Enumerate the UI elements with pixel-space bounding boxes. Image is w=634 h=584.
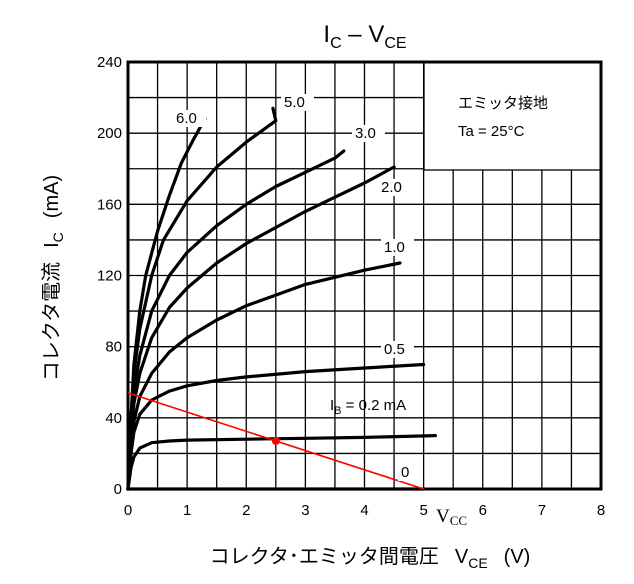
series-label-bg [378, 179, 411, 196]
operating-point [271, 436, 280, 445]
legend-box [423, 61, 602, 171]
x-tick-label: 8 [597, 502, 605, 519]
legend-line2: Ta = 25°C [458, 123, 525, 140]
series-label-0.5: 0.5 [384, 341, 405, 358]
y-tick-label: 200 [97, 125, 122, 142]
x-tick-label: 6 [479, 502, 487, 519]
x-tick-label: 4 [360, 502, 368, 519]
x-axis-label: コレクタ･エミッタ間電圧 VCE (V) [210, 545, 531, 571]
series-label-bg [381, 341, 414, 358]
legend-line1: エミッタ接地 [458, 95, 548, 112]
x-tick-label: 7 [538, 502, 546, 519]
y-tick-label: 240 [97, 54, 122, 71]
series-label-0: 0 [401, 464, 409, 481]
ib-curve-1.0 [126, 261, 402, 491]
ib-curve-0.5 [126, 362, 426, 491]
series-label-bg [281, 94, 314, 111]
y-tick-label: 160 [97, 196, 122, 213]
ib-curve-0.2 [126, 434, 437, 491]
series-label-bg [173, 110, 206, 127]
x-tick-label: 1 [183, 502, 191, 519]
series-label-bg [398, 464, 413, 481]
series-label-1.0: 1.0 [384, 239, 405, 256]
ib-curve-3.0 [126, 149, 346, 491]
ib-curve-5.0 [126, 106, 278, 491]
vcc-label: VCC [436, 506, 467, 528]
x-tick-label: 3 [301, 502, 309, 519]
series-label-2.0: 2.0 [381, 179, 402, 196]
x-tick-label: 0 [124, 502, 132, 519]
y-tick-label: 80 [105, 339, 122, 356]
ib-label: IB = 0.2 mA [330, 397, 406, 417]
series-label-bg [381, 239, 414, 256]
ib-curve-6.0 [126, 117, 207, 491]
y-tick-label: 0 [114, 481, 122, 498]
chart-title: IC – VCE [323, 21, 406, 52]
series-labels: 6.0 5.0 3.0 2.0 1.0 0.5 0 [173, 94, 414, 481]
y-axis-label: コレクタ電流IC(mA) [40, 175, 66, 381]
curve-group [126, 106, 437, 491]
svg-text:コレクタ電流IC(mA): コレクタ電流IC(mA) [40, 175, 66, 381]
x-tick-label: 5 [419, 502, 427, 519]
series-label-3.0: 3.0 [355, 125, 376, 142]
y-tick-label: 40 [105, 410, 122, 427]
y-tick-label: 120 [97, 268, 122, 285]
series-label-6.0: 6.0 [176, 110, 197, 127]
x-tick-label: 2 [242, 502, 250, 519]
ib-curve-2.0 [126, 165, 396, 491]
series-label-bg [352, 125, 385, 142]
series-label-5.0: 5.0 [284, 94, 305, 111]
